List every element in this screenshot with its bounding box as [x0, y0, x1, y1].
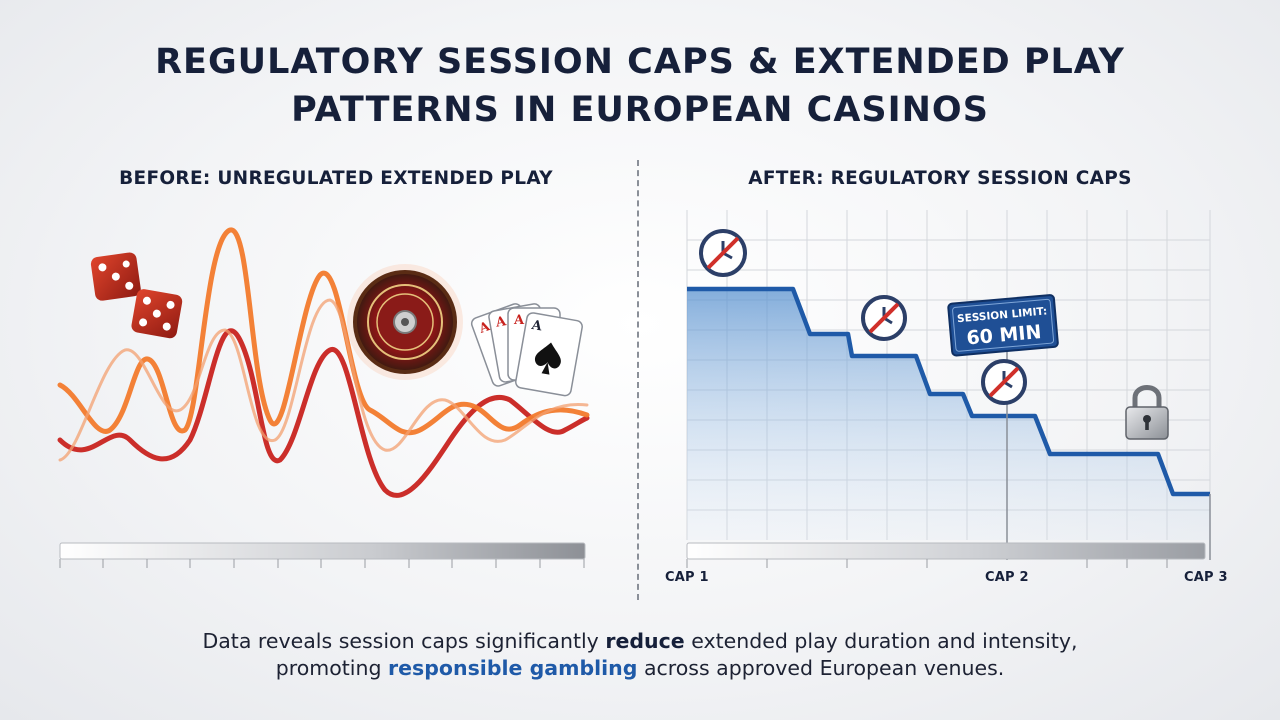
after-time-bar — [686, 542, 1206, 560]
dice-icon — [90, 252, 183, 339]
no-clock-icon — [861, 295, 907, 341]
footer-text: Data reveals session caps significantly — [202, 629, 606, 653]
after-panel: SESSION LIMIT: 60 MIN — [686, 210, 1211, 568]
footer-text: across approved European venues. — [637, 656, 1005, 680]
card-rank-2: A — [494, 314, 508, 331]
after-panel-heading: AFTER: REGULATORY SESSION CAPS — [748, 168, 1132, 189]
no-clock-icon — [981, 359, 1027, 405]
before-time-bar — [59, 542, 586, 560]
wave-light — [58, 298, 589, 462]
title-line-2: PATTERNS IN EUROPEAN CASINOS — [291, 90, 989, 130]
title-line-1: REGULATORY SESSION CAPS & EXTENDED PLAY — [155, 42, 1125, 82]
padlock-icon — [1125, 385, 1169, 440]
session-step-line — [687, 286, 1210, 497]
footer-line-1: Data reveals session caps significantly … — [0, 628, 1280, 655]
panel-divider — [637, 160, 639, 600]
footer-text: promoting — [275, 656, 389, 680]
cap-1-label: CAP 1 — [665, 570, 709, 585]
footer-text: extended play duration and intensity, — [684, 629, 1078, 653]
footer-line-2: promoting responsible gambling across ap… — [0, 655, 1280, 682]
wave-orange — [57, 227, 590, 436]
roulette-wheel-icon — [347, 264, 463, 380]
footer-emphasis-responsible: responsible gambling — [388, 656, 638, 680]
playing-cards-icon: A A A A — [470, 303, 583, 397]
card-rank-3: A — [513, 313, 525, 328]
cap-3-label: CAP 3 — [1184, 570, 1228, 585]
no-clock-icon — [699, 229, 747, 277]
footer-emphasis-reduce: reduce — [605, 629, 685, 653]
after-axis-ticks — [686, 559, 1168, 568]
footer-caption: Data reveals session caps significantly … — [0, 628, 1280, 682]
session-limit-badge: SESSION LIMIT: 60 MIN — [947, 294, 1059, 357]
session-area-fill — [687, 289, 1210, 540]
before-panel-heading: BEFORE: UNREGULATED EXTENDED PLAY — [119, 168, 553, 189]
before-wave-group — [57, 227, 590, 498]
card-rank-4: A — [529, 318, 543, 335]
before-panel: A A A A — [57, 227, 590, 568]
cap-2-label: CAP 2 — [985, 570, 1029, 585]
wave-red — [57, 328, 590, 498]
page-title: REGULATORY SESSION CAPS & EXTENDED PLAY … — [0, 38, 1280, 134]
before-axis-ticks — [59, 559, 585, 568]
